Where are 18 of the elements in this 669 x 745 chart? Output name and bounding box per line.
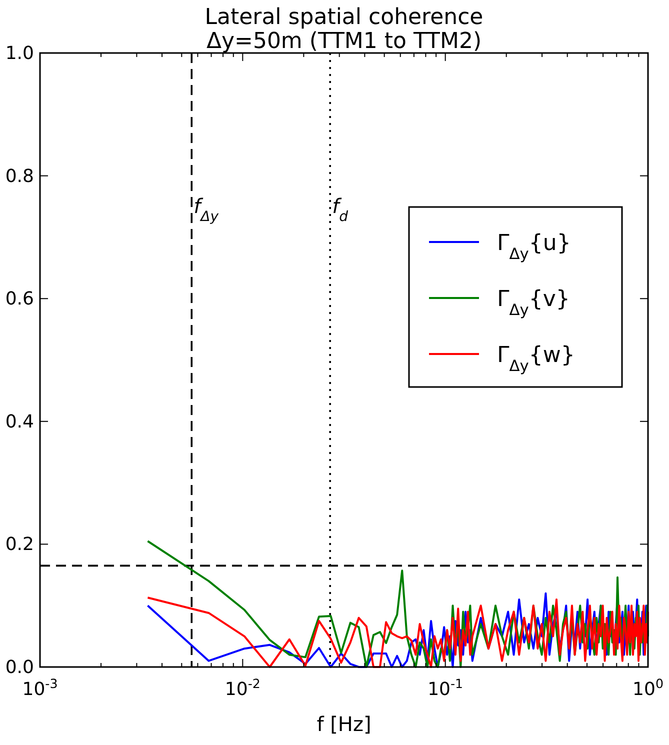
x-tick-label: 10$^{0}$ [632, 676, 664, 700]
x-tick-label: 10$^{-3}$ [22, 676, 58, 700]
ref-line-label: f$_{d}$ [332, 194, 348, 225]
chart-title: Lateral spatial coherence [204, 5, 484, 30]
chart-subtitle: Δy=50m (TTM1 to TTM2) [206, 29, 482, 54]
y-tick-label: 0.6 [5, 288, 34, 310]
y-tick-label: 0.4 [5, 411, 34, 432]
legend-label: Γ$_{Δy}${u} [497, 231, 571, 263]
x-axis-title: f [Hz] [316, 712, 372, 736]
x-tick-label: 10$^{-1}$ [428, 676, 464, 700]
y-tick-label: 1.0 [5, 43, 34, 64]
y-tick-label: 0.8 [5, 166, 34, 187]
ref-line-label: f$_{Δy}$ [194, 194, 220, 225]
x-tick-label: 10$^{-2}$ [224, 676, 260, 700]
legend-label: Γ$_{Δy}${w} [497, 343, 575, 375]
y-tick-label: 0.0 [5, 657, 34, 678]
legend-label: Γ$_{Δy}${v} [497, 287, 570, 319]
y-tick-label: 0.2 [5, 534, 34, 556]
